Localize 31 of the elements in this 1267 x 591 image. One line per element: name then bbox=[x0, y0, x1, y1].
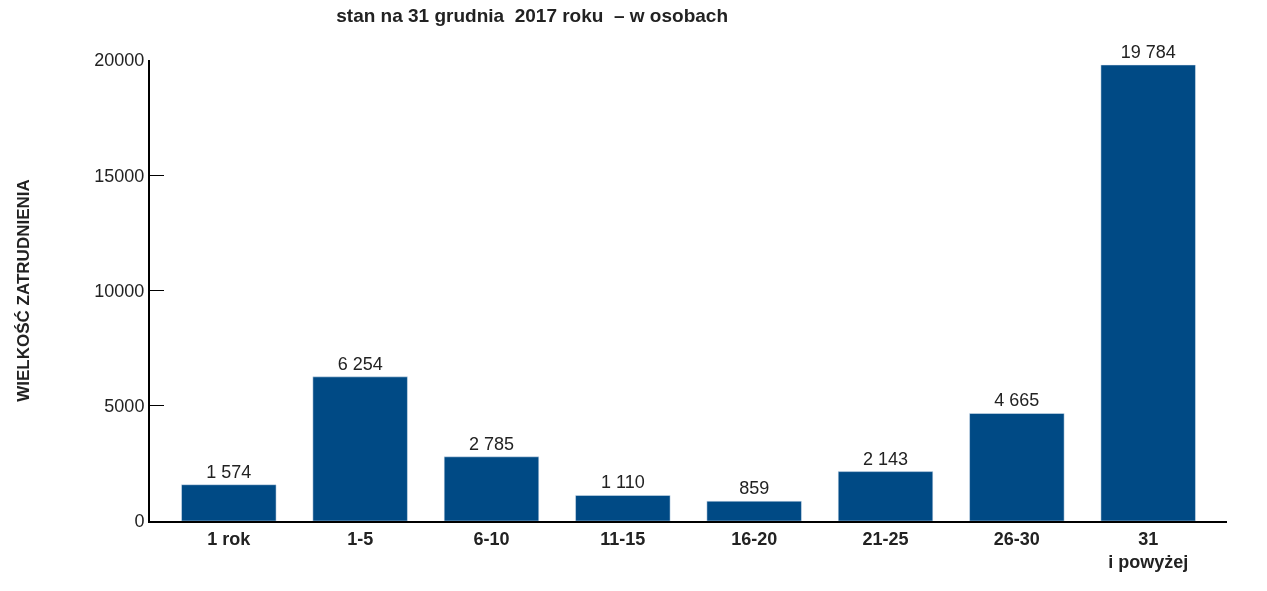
bar bbox=[443, 456, 540, 521]
y-tick-label: 0 bbox=[134, 511, 145, 532]
bar bbox=[1100, 64, 1196, 521]
y-tick-label: 20000 bbox=[94, 50, 145, 71]
bar bbox=[575, 495, 671, 521]
data-label: 859 bbox=[739, 478, 770, 499]
bar bbox=[837, 471, 934, 521]
data-label: 1 110 bbox=[600, 472, 645, 493]
y-tick-label: 10000 bbox=[94, 280, 145, 301]
x-tick-label: 1 rok bbox=[207, 528, 252, 549]
bar bbox=[312, 376, 408, 521]
bar bbox=[181, 484, 277, 521]
y-tick-label: 5000 bbox=[104, 396, 145, 417]
y-tick-label: 15000 bbox=[94, 165, 145, 186]
data-label: 1 574 bbox=[206, 461, 252, 482]
y-axis-title: WIELKOŚĆ ZATRUDNIENIA bbox=[14, 179, 34, 402]
x-tick-label: 26-30 bbox=[993, 528, 1040, 549]
x-tick-label: 31 i powyżej bbox=[1108, 528, 1189, 572]
data-label: 2 785 bbox=[468, 433, 515, 454]
x-tick-label: 1-5 bbox=[347, 528, 374, 549]
x-tick-label: 6-10 bbox=[473, 528, 510, 549]
data-label: 2 143 bbox=[862, 448, 909, 469]
data-label: 6 254 bbox=[337, 353, 383, 374]
bar bbox=[706, 500, 802, 521]
x-tick-label: 11-15 bbox=[600, 528, 646, 549]
data-label: 19 784 bbox=[1120, 41, 1176, 62]
x-tick-label: 21-25 bbox=[862, 528, 909, 549]
bar bbox=[969, 413, 1065, 521]
chart-title: stan na 31 grudnia 2017 roku – w osobach bbox=[336, 5, 729, 27]
data-label: 4 665 bbox=[994, 390, 1040, 411]
x-tick-label: 16-20 bbox=[731, 528, 778, 549]
